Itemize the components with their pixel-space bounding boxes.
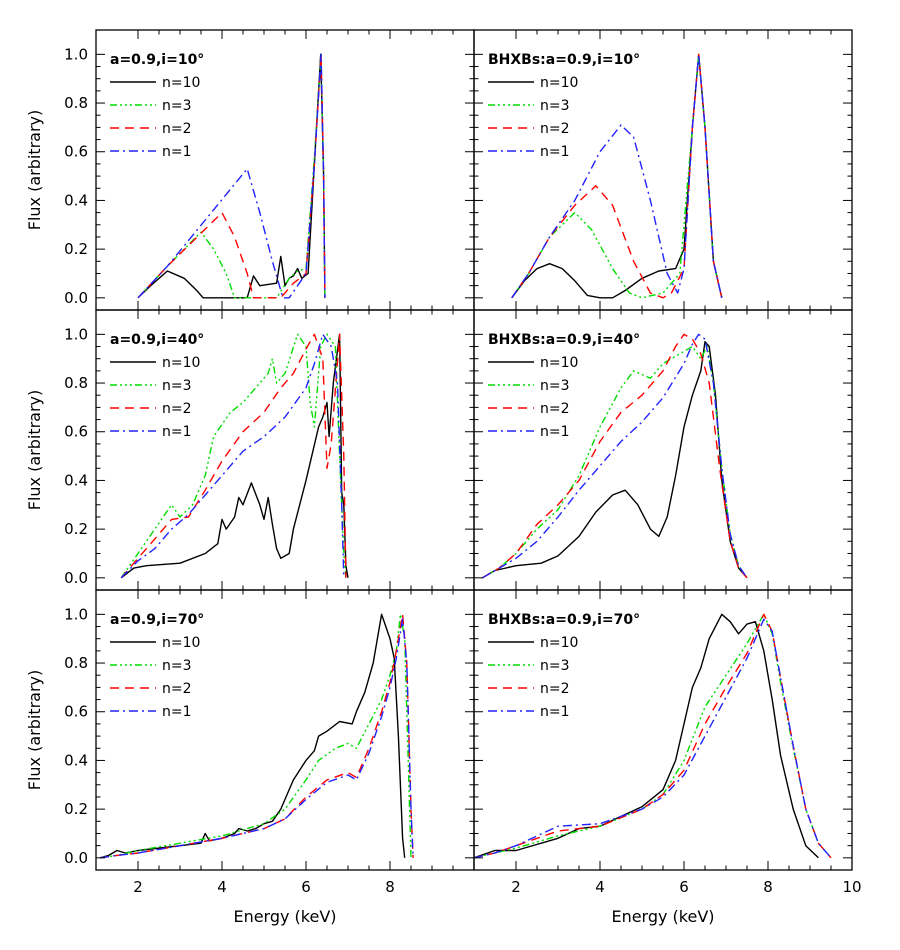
y-tick-label: 1.0 xyxy=(64,45,88,63)
series-group xyxy=(100,613,414,859)
y-axis-title: Flux (arbitrary) xyxy=(25,110,44,231)
panel-top-right: BHXBs:a=0.9,i=10° n=10 n=3 n=2 n=1 xyxy=(473,29,853,311)
x-tick-label: 4 xyxy=(595,878,605,896)
y-tick-label: 0.2 xyxy=(64,800,88,818)
panel-top-left: 0.0 0.2 0.4 0.6 0.8 1.0 Flux (arbitrary) a=0.9,… xyxy=(25,29,475,311)
legend-label: n=3 xyxy=(540,658,570,674)
series-group xyxy=(482,333,748,579)
series-line-n-1 xyxy=(482,333,748,579)
legend-label: n=2 xyxy=(162,401,192,417)
y-tick-label: 0.8 xyxy=(64,94,88,112)
axes-frame xyxy=(95,589,475,871)
x-tick-label: 8 xyxy=(763,878,773,896)
legend-label: n=10 xyxy=(540,355,578,371)
series-group xyxy=(120,333,349,579)
legend-label: n=1 xyxy=(162,424,192,440)
series-line-n-10 xyxy=(100,613,406,859)
legend-title: BHXBs:a=0.9,i=10° xyxy=(488,52,640,68)
series-line-n-2 xyxy=(474,613,832,859)
y-axis-title: Flux (arbitrary) xyxy=(25,390,44,511)
legend-label: n=3 xyxy=(540,98,570,114)
y-tick-label: 0.4 xyxy=(64,471,88,489)
series-group xyxy=(474,613,832,859)
y-tick-label: 0.2 xyxy=(64,240,88,258)
axes-frame xyxy=(95,29,475,311)
series-line-n-1 xyxy=(100,618,414,859)
legend-label: n=1 xyxy=(540,144,570,160)
legend-title: a=0.9,i=40° xyxy=(110,332,204,348)
legend-title: a=0.9,i=70° xyxy=(110,612,204,628)
series-line-n-2 xyxy=(511,53,723,299)
series-group xyxy=(137,53,326,299)
y-tick-label: 0.6 xyxy=(64,703,88,721)
y-tick-label: 0.4 xyxy=(64,751,88,769)
x-tick-label: 2 xyxy=(511,878,521,896)
series-line-n-10 xyxy=(474,613,819,859)
series-line-n-1 xyxy=(474,618,832,859)
panel-bottom-right: 2 4 6 8 10 BHXBs:a=0.9,i=70° n=10 n=3 n=2 n=1 xyxy=(473,589,862,896)
legend-label: n=1 xyxy=(162,704,192,720)
legend-label: n=3 xyxy=(540,378,570,394)
legend-title: BHXBs:a=0.9,i=40° xyxy=(488,332,640,348)
y-tick-label: 0.0 xyxy=(64,289,88,307)
x-tick-label: 10 xyxy=(842,878,861,896)
series-line-n-2 xyxy=(120,333,347,579)
axes-frame xyxy=(95,309,475,591)
axes-frame xyxy=(473,29,853,311)
series-line-n-1 xyxy=(511,53,723,299)
x-tick-label: 6 xyxy=(679,878,689,896)
y-tick-label: 0.2 xyxy=(64,520,88,538)
legend-label: n=2 xyxy=(540,121,570,137)
series-line-n-1 xyxy=(120,333,345,579)
series-line-n-10 xyxy=(482,341,748,579)
x-tick-label: 6 xyxy=(301,878,311,896)
x-tick-label: 4 xyxy=(217,878,227,896)
legend-title: a=0.9,i=10° xyxy=(110,52,204,68)
legend-label: n=10 xyxy=(162,635,200,651)
legend-label: n=3 xyxy=(162,378,192,394)
axes-frame xyxy=(473,589,853,871)
legend-label: n=2 xyxy=(162,121,192,137)
panel-middle-right: BHXBs:a=0.9,i=40° n=10 n=3 n=2 n=1 xyxy=(473,309,853,591)
x-axis-title: Energy (keV) xyxy=(233,907,336,926)
legend-label: n=3 xyxy=(162,658,192,674)
series-line-n-2 xyxy=(100,613,414,859)
series-group xyxy=(511,53,723,299)
y-axis-title: Flux (arbitrary) xyxy=(25,670,44,791)
legend-label: n=10 xyxy=(540,635,578,651)
series-line-n-3 xyxy=(482,345,748,579)
legend-label: n=2 xyxy=(162,681,192,697)
series-line-n-2 xyxy=(482,333,748,579)
legend-label: n=2 xyxy=(540,681,570,697)
y-tick-label: 1.0 xyxy=(64,325,88,343)
legend-label: n=3 xyxy=(162,98,192,114)
series-line-n-3 xyxy=(120,333,347,579)
legend-title: BHXBs:a=0.9,i=70° xyxy=(488,612,640,628)
x-tick-label: 2 xyxy=(133,878,143,896)
panel-middle-left: 0.0 0.2 0.4 0.6 0.8 1.0 Flux (arbitrary) a=0.9,… xyxy=(25,309,475,591)
y-tick-label: 1.0 xyxy=(64,605,88,623)
series-line-n-10 xyxy=(120,333,349,579)
legend-label: n=10 xyxy=(162,75,200,91)
series-line-n-1 xyxy=(137,53,326,299)
x-axis-title: Energy (keV) xyxy=(611,907,714,926)
legend-label: n=10 xyxy=(540,75,578,91)
panel-bottom-left: 0.0 0.2 0.4 0.6 0.8 1.0 2 4 6 8 Flux (arbitrary) a=… xyxy=(25,589,475,896)
y-tick-label: 0.4 xyxy=(64,191,88,209)
legend-label: n=10 xyxy=(162,355,200,371)
y-tick-label: 0.8 xyxy=(64,374,88,392)
legend-label: n=1 xyxy=(540,704,570,720)
x-tick-label: 8 xyxy=(385,878,395,896)
legend-label: n=2 xyxy=(540,401,570,417)
y-tick-label: 0.6 xyxy=(64,143,88,161)
axes-frame xyxy=(473,309,853,591)
y-tick-label: 0.8 xyxy=(64,654,88,672)
series-line-n-3 xyxy=(100,613,412,859)
legend-label: n=1 xyxy=(540,424,570,440)
legend-label: n=1 xyxy=(162,144,192,160)
y-tick-label: 0.6 xyxy=(64,423,88,441)
y-tick-label: 0.0 xyxy=(64,849,88,867)
y-tick-label: 0.0 xyxy=(64,569,88,587)
